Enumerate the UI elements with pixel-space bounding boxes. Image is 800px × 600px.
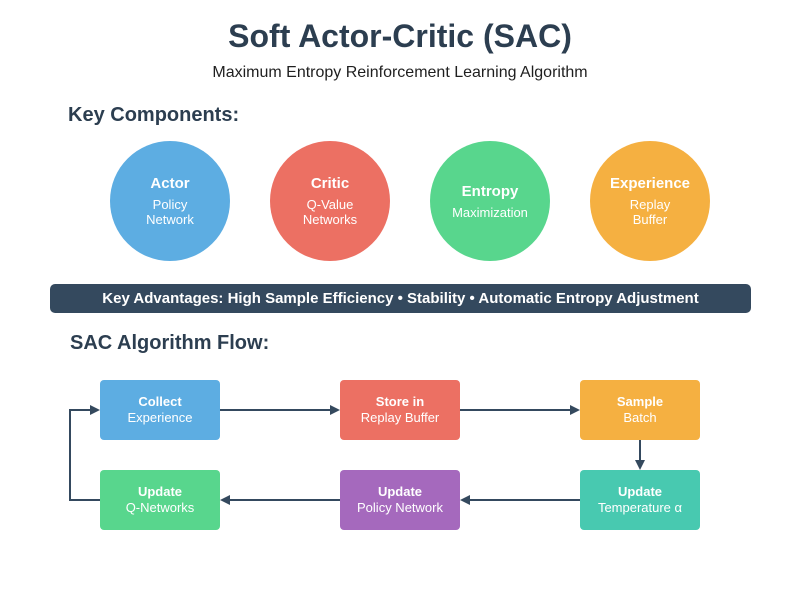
step-title: Store in — [375, 394, 425, 409]
step-title: Update — [137, 484, 183, 499]
component-experience: Experience Replay Buffer — [590, 141, 710, 261]
component-line: Networks — [302, 212, 358, 227]
advantages-banner: Key Advantages: High Sample Efficiency •… — [50, 284, 751, 313]
step-subtitle: Temperature α — [597, 500, 683, 515]
component-actor: Actor Policy Network — [110, 141, 230, 261]
page-title: Soft Actor-Critic (SAC) — [228, 18, 572, 54]
component-critic: Critic Q-Value Networks — [270, 141, 390, 261]
component-line: Buffer — [632, 212, 668, 227]
flow-step-update-temperature: Update Temperature α — [580, 470, 700, 530]
step-subtitle: Q-Networks — [125, 500, 195, 515]
step-title: Update — [377, 484, 423, 499]
component-line: Policy — [152, 197, 188, 212]
component-line: Network — [146, 212, 194, 227]
component-line: Maximization — [452, 204, 528, 220]
flow-step-collect-experience: Collect Experience — [100, 380, 220, 440]
flow-heading: SAC Algorithm Flow: — [70, 332, 270, 354]
step-subtitle: Replay Buffer — [360, 410, 440, 425]
page-subtitle: Maximum Entropy Reinforcement Learning A… — [212, 64, 588, 81]
component-entropy: Entropy Maximization — [430, 141, 550, 261]
step-title: Update — [617, 484, 663, 499]
flow-step-store-replay-buffer: Store in Replay Buffer — [340, 380, 460, 440]
components-heading: Key Components: — [68, 104, 240, 126]
step-title: Sample — [616, 394, 664, 409]
flow-step-update-policy: Update Policy Network — [340, 470, 460, 530]
component-line: Q-Value — [306, 197, 354, 212]
flow-step-sample-batch: Sample Batch — [580, 380, 700, 440]
component-line: Replay — [629, 197, 671, 212]
component-title: Actor — [150, 175, 190, 192]
component-title: Critic — [310, 175, 350, 192]
step-title: Collect — [138, 394, 182, 409]
step-subtitle: Experience — [127, 410, 193, 425]
step-subtitle: Policy Network — [357, 500, 443, 515]
component-title: Entropy — [461, 182, 519, 200]
component-title: Experience — [609, 175, 691, 192]
flow-step-update-qnetworks: Update Q-Networks — [100, 470, 220, 530]
step-subtitle: Batch — [623, 410, 657, 425]
arrow-qnetworks-loop-to-collect — [69, 405, 100, 501]
